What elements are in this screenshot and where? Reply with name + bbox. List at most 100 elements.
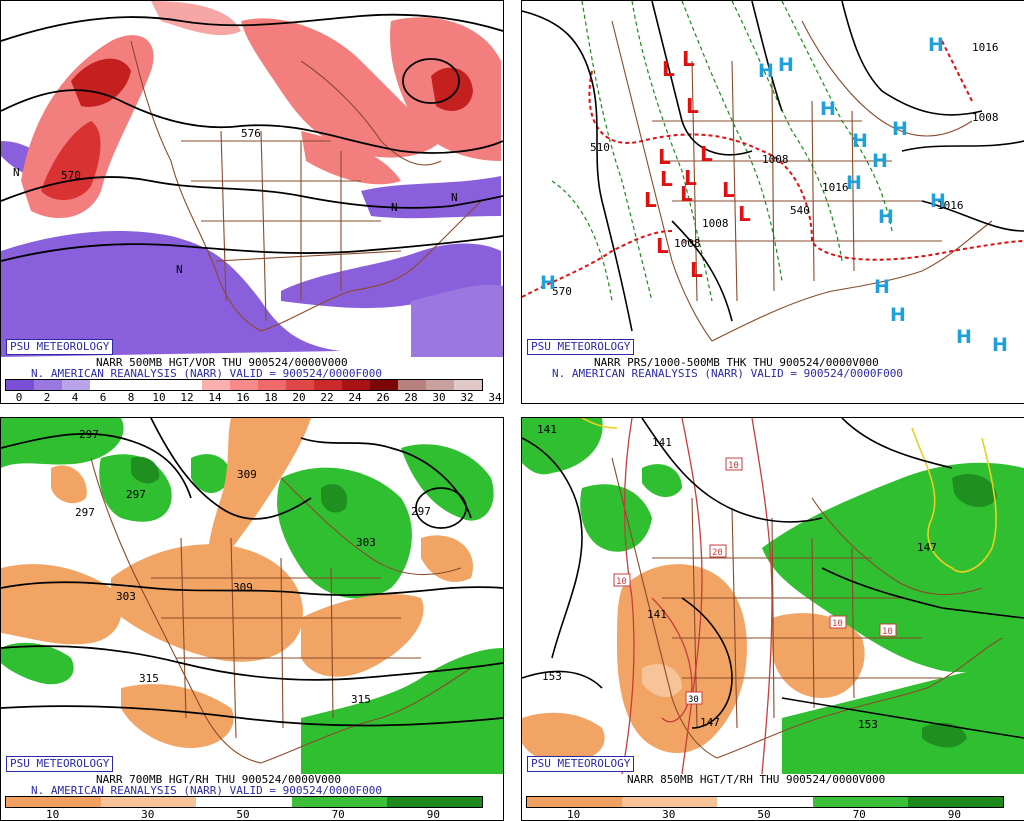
contour-label: 141 (652, 436, 672, 449)
colorbar-tick-label: 34 (488, 391, 502, 404)
vorticity-colorbar (5, 379, 483, 391)
panel-caption: NARR 700MB HGT/RH THU 900524/0000V000 (96, 773, 342, 786)
contour-label: 147 (700, 716, 720, 729)
isobar-label: 1016 (822, 181, 849, 194)
high-pressure-marker: H (758, 60, 774, 82)
temperature-label-box (709, 544, 727, 558)
rh-moist-area (782, 658, 1024, 774)
vort-negative-area (411, 284, 503, 357)
temperature-contours (621, 418, 773, 774)
rh-moist-area (642, 464, 682, 498)
rh-colorbar (526, 796, 1004, 808)
colorbar-swatch (454, 380, 482, 390)
colorbar-tick-label: 30 (141, 808, 155, 821)
colorbar-swatch (118, 380, 146, 390)
rh-colorbar (5, 796, 483, 808)
rh-dry-area (421, 535, 473, 582)
vort-negative-area (1, 231, 341, 357)
colorbar-swatch (291, 797, 387, 807)
rh-moist-area (1, 642, 74, 685)
rh-moist-area (1, 418, 124, 468)
vort-positive-area (241, 18, 441, 158)
map-850mb-rh: 141 141 141 147 147 153 153 10 10 10 10 … (522, 418, 1024, 774)
low-pressure-marker: L (656, 234, 669, 258)
temperature-label: 30 (688, 695, 699, 705)
isobar-label: 1016 (972, 41, 999, 54)
low-pressure-marker: L (644, 188, 657, 212)
rh-moist-area (191, 454, 231, 493)
coastline (130, 40, 482, 332)
vort-min-label: N (451, 191, 458, 204)
temperature-label-box (685, 691, 703, 705)
colorbar-swatch (386, 797, 482, 807)
rh-dry-area (111, 544, 303, 662)
temperature-label-box (879, 623, 897, 637)
colorbar-tick-label: 24 (348, 391, 362, 404)
rh-moist-area (522, 418, 603, 475)
high-pressure-marker: H (872, 150, 888, 172)
vort-positive-area (431, 67, 473, 111)
colorbar-tick-label: 50 (757, 808, 771, 821)
colorbar-swatch (527, 797, 623, 807)
high-pressure-marker: H (930, 190, 946, 212)
panel-caption: NARR 850MB HGT/T/RH THU 900524/0000V000 (627, 773, 886, 786)
panel-850mb-rh: 141 141 141 147 147 153 153 10 10 10 10 … (521, 417, 1024, 821)
colorbar-swatch (622, 797, 718, 807)
isobar-label: 1008 (762, 153, 789, 166)
psu-meteorology-badge: PSU METEOROLOGY (6, 756, 114, 772)
colorbar-swatch (314, 380, 342, 390)
vorticity-colorbar-ticks: 0 2 4 6 8 10 12 14 16 18 20 22 24 26 28 30 32 34 (5, 391, 502, 404)
high-pressure-marker: H (890, 304, 906, 326)
colorbar-swatch (146, 380, 174, 390)
freezing-line (911, 427, 997, 573)
colorbar-swatch (342, 380, 370, 390)
freezing-line (581, 418, 618, 429)
temperature-label: 20 (712, 548, 723, 558)
low-pressure-marker: L (658, 145, 671, 169)
rh-colorbar-ticks: 10 30 50 70 90 (526, 808, 1002, 820)
high-pressure-marker: H (878, 206, 894, 228)
isobar-label: 1008 (972, 111, 999, 124)
temperature-label: 10 (882, 627, 893, 637)
map-500mb-vorticity: 570 576 N N N N (1, 1, 503, 357)
thickness-570-line (522, 230, 673, 298)
isobar-label: 1008 (702, 217, 729, 230)
colorbar-swatch (34, 380, 62, 390)
colorbar-tick-label: 14 (208, 391, 222, 404)
high-pressure-marker: H (846, 172, 862, 194)
high-pressure-marker: H (852, 130, 868, 152)
colorbar-swatch (286, 380, 314, 390)
thickness-label: 570 (552, 285, 572, 298)
colorbar-swatch (202, 380, 230, 390)
contour-label: 297 (79, 428, 99, 441)
rh-moist-area (321, 484, 347, 513)
thickness-contours (551, 1, 893, 302)
vort-min-label: N (13, 166, 20, 179)
low-pressure-marker: L (700, 142, 713, 166)
vort-min-label: N (391, 201, 398, 214)
colorbar-swatch (6, 797, 102, 807)
psu-meteorology-badge: PSU METEOROLOGY (527, 339, 635, 355)
colorbar-tick-label: 30 (432, 391, 446, 404)
high-pressure-markers: H H H H H H H H H H H H H H H (540, 34, 1008, 356)
colorbar-swatch (426, 380, 454, 390)
contour-label: 141 (537, 423, 557, 436)
vort-positive-area (41, 121, 101, 201)
thickness-540-line (588, 70, 1024, 261)
coastline (611, 457, 1003, 759)
temperature-label: 10 (832, 619, 843, 629)
rh-moist-area (922, 722, 967, 748)
rh-moist-area (762, 462, 1024, 673)
colorbar-swatch (62, 380, 90, 390)
contour-label: 147 (917, 541, 937, 554)
low-pressure-marker: L (722, 178, 735, 202)
colorbar-swatch (398, 380, 426, 390)
contour-label: 297 (126, 488, 146, 501)
colorbar-tick-label: 2 (43, 391, 51, 404)
low-pressure-marker: L (738, 202, 751, 226)
temperature-label-box (829, 615, 847, 629)
colorbar-tick-label: 50 (236, 808, 250, 821)
vort-positive-area (151, 1, 241, 36)
colorbar-swatch (230, 380, 258, 390)
rh-dry-area (522, 712, 605, 763)
